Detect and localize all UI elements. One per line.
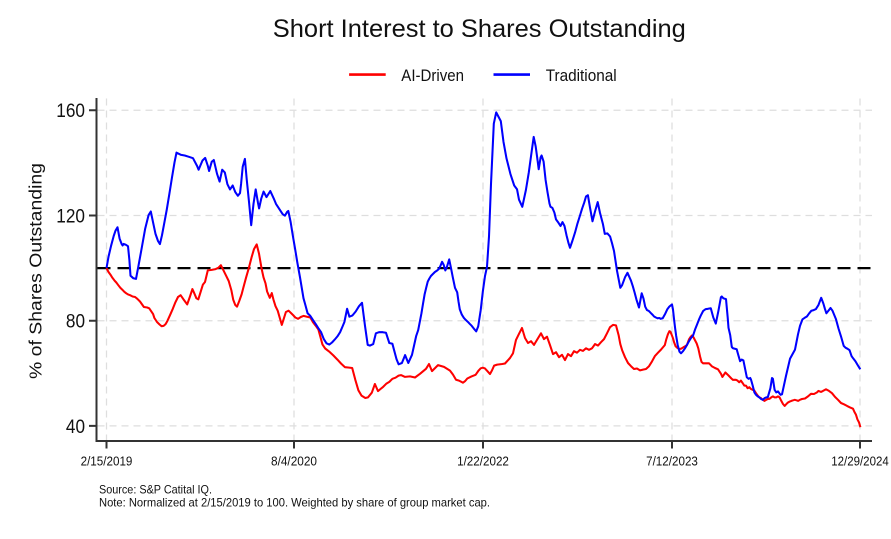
svg-text:1/22/2022: 1/22/2022 [457, 453, 509, 468]
svg-text:Short Interest to Shares Outst: Short Interest to Shares Outstanding [273, 16, 686, 43]
svg-text:120: 120 [56, 206, 85, 227]
svg-text:160: 160 [56, 101, 85, 122]
svg-text:12/29/2024: 12/29/2024 [831, 453, 889, 468]
svg-text:2/15/2019: 2/15/2019 [81, 453, 133, 468]
svg-text:Traditional: Traditional [546, 66, 617, 85]
svg-text:Source: S&P Catital IQ.: Source: S&P Catital IQ. [99, 482, 212, 496]
svg-text:8/4/2020: 8/4/2020 [271, 453, 317, 468]
svg-text:7/12/2023: 7/12/2023 [646, 453, 698, 468]
svg-text:% of Shares Outstanding: % of Shares Outstanding [26, 163, 46, 379]
svg-text:AI-Driven: AI-Driven [401, 66, 464, 85]
svg-text:80: 80 [66, 312, 85, 333]
svg-text:Note: Normalized at 2/15/2019: Note: Normalized at 2/15/2019 to 100. We… [99, 495, 490, 509]
svg-text:40: 40 [66, 417, 85, 438]
